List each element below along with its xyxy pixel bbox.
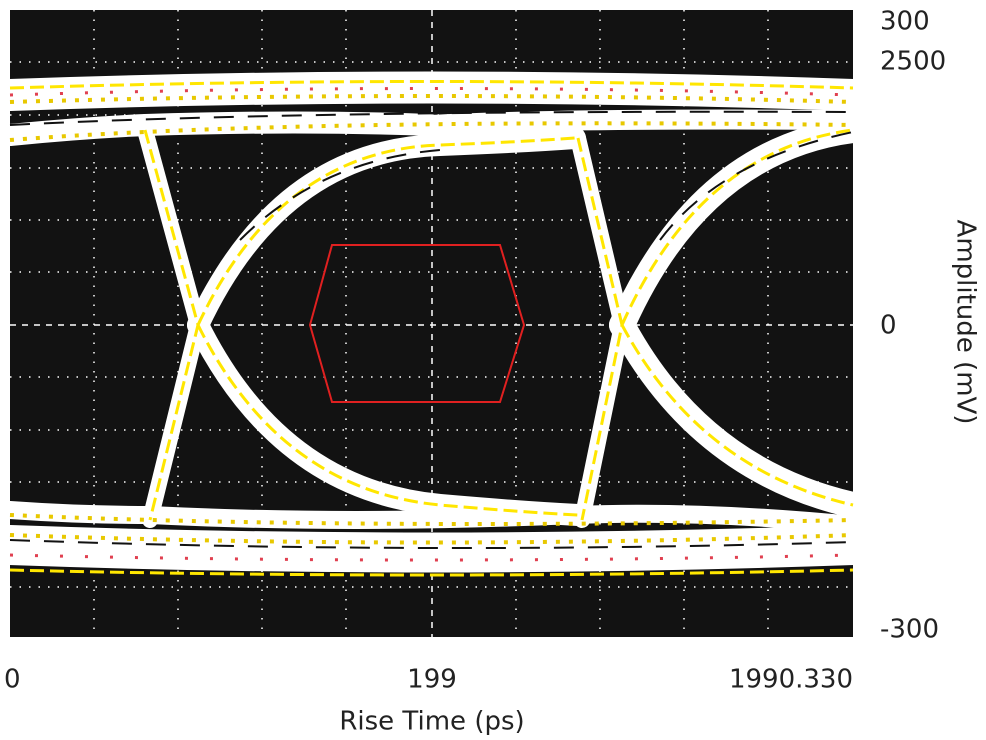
x-axis-label: Rise Time (ps) [339, 707, 524, 737]
grid [10, 10, 853, 637]
eye-mask [308, 244, 526, 403]
y-tick-label: 2500 [880, 47, 946, 77]
y-tick-label: -300 [880, 615, 939, 645]
x-tick-label: 0 [4, 665, 21, 695]
y-tick-label: 0 [880, 311, 897, 341]
y-axis-label: Amplitude (mV) [951, 220, 981, 425]
y-tick-label: 300 [880, 7, 930, 37]
x-tick-label: 1990.330 [729, 665, 853, 695]
eye-traces [0, 71, 873, 577]
x-tick-label: 199 [407, 665, 457, 695]
